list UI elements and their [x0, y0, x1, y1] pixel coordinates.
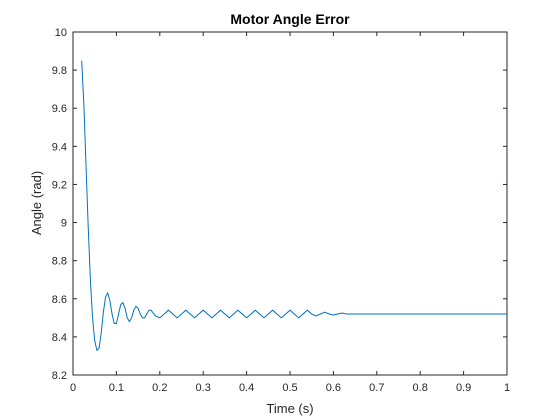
plot-area	[81, 60, 507, 352]
chart-title: Motor Angle Error	[230, 11, 350, 27]
y-tick-label: 10	[55, 27, 67, 39]
axes-ticks: 0 0.1 0.2 0.3 0.4 0.5 0.6 0.7 0.8 0.9 1 8.2 8.4 8.6 8.…	[52, 27, 510, 394]
y-tick-label: 9	[61, 218, 67, 230]
y-tick-label: 9.8	[52, 65, 67, 77]
y-tick-label: 8.8	[52, 256, 67, 268]
y-tick-label: 8.6	[52, 294, 67, 306]
series-line	[81, 60, 507, 352]
x-tick-label: 0.1	[109, 382, 124, 394]
x-axis-label: Time (s)	[266, 401, 313, 416]
x-tick-label: 1	[504, 382, 510, 394]
y-tick-label: 9.2	[52, 179, 67, 191]
plot-frame	[72, 31, 508, 376]
y-tick-label: 9.4	[52, 141, 67, 153]
x-tick-label: 0.6	[326, 382, 341, 394]
x-tick-label: 0.3	[196, 382, 211, 394]
x-tick-label: 0	[70, 382, 76, 394]
x-tick-label: 0.9	[456, 382, 471, 394]
x-tick-label: 0.8	[413, 382, 428, 394]
x-tick-label: 0.2	[152, 382, 167, 394]
y-axis-label: Angle (rad)	[29, 171, 44, 235]
y-tick-label: 8.4	[52, 332, 67, 344]
x-tick-label: 0.4	[239, 382, 254, 394]
y-tick-label: 8.2	[52, 370, 67, 382]
x-tick-label: 0.5	[282, 382, 297, 394]
y-tick-label: 9.6	[52, 103, 67, 115]
x-tick-label: 0.7	[369, 382, 384, 394]
